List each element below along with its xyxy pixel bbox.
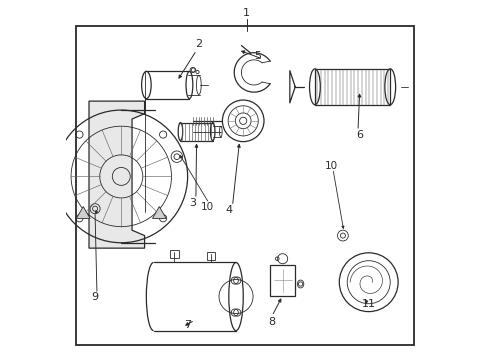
Bar: [315, 69, 390, 105]
Text: 5: 5: [254, 51, 261, 61]
Text: 10: 10: [201, 202, 214, 212]
Polygon shape: [89, 101, 145, 248]
Bar: [170, 250, 179, 258]
Bar: [76, 26, 414, 345]
Text: 7: 7: [184, 320, 191, 330]
Text: 9: 9: [92, 292, 98, 302]
Text: 2: 2: [195, 39, 202, 49]
Bar: [270, 265, 295, 296]
Text: 11: 11: [362, 299, 376, 309]
Bar: [207, 252, 215, 260]
Text: 1: 1: [244, 8, 250, 18]
Text: 4: 4: [225, 206, 232, 216]
Text: 6: 6: [356, 130, 363, 140]
Text: 10: 10: [324, 161, 338, 171]
Text: 3: 3: [190, 198, 196, 208]
Text: 8: 8: [269, 317, 275, 327]
